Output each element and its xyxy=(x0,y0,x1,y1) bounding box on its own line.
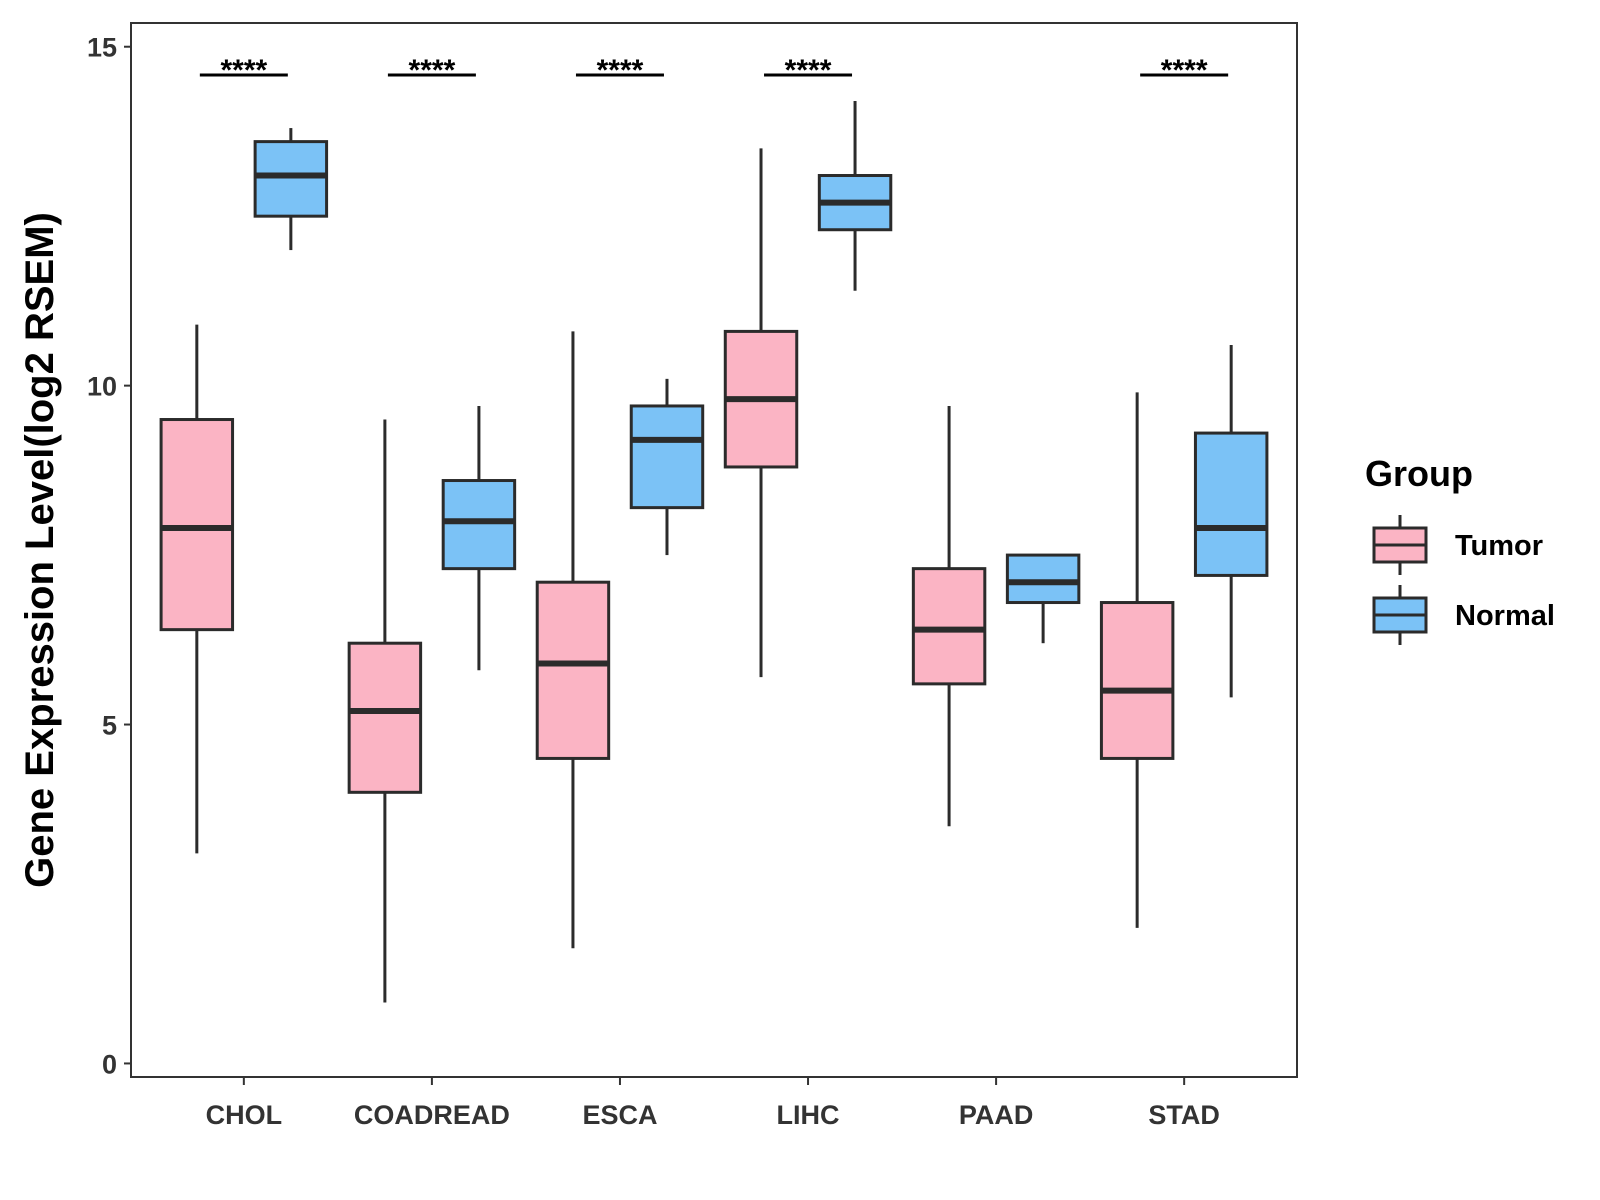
box-normal-esca xyxy=(629,378,705,556)
sig-stad: **** xyxy=(1140,54,1229,87)
legend-label: Normal xyxy=(1455,600,1555,632)
legend-title: Group xyxy=(1365,453,1473,494)
box-tumor-esca xyxy=(535,331,611,949)
sig-label: **** xyxy=(409,54,456,87)
box-body xyxy=(347,641,423,794)
box-normal-stad xyxy=(1193,344,1269,698)
box-tumor-lihc xyxy=(723,148,799,678)
x-tick-label: PAAD xyxy=(959,1100,1034,1130)
box-tumor-chol xyxy=(159,324,235,854)
box-body xyxy=(911,567,987,686)
box-tumor-paad xyxy=(911,405,987,827)
legend-item-tumor: Tumor xyxy=(1372,515,1543,575)
y-tick-label: 5 xyxy=(102,711,117,741)
box-group xyxy=(159,100,1269,1003)
x-tick-label: COADREAD xyxy=(354,1100,510,1130)
box-normal-coadread xyxy=(441,405,517,671)
y-axis: 0 5 10 15 xyxy=(87,33,131,1079)
x-tick-label: ESCA xyxy=(582,1100,657,1130)
box-body xyxy=(159,418,235,632)
box-body xyxy=(535,580,611,760)
box-body xyxy=(1005,553,1081,605)
sig-lihc: **** xyxy=(764,54,853,87)
y-tick-label: 10 xyxy=(87,372,117,402)
box-body xyxy=(1193,431,1269,577)
y-tick-label: 15 xyxy=(87,33,117,63)
box-body xyxy=(1099,601,1175,760)
box-normal-chol xyxy=(253,128,329,251)
sig-label: **** xyxy=(220,54,267,87)
legend-label: Tumor xyxy=(1455,530,1543,562)
box-body xyxy=(253,140,329,218)
sig-chol: **** xyxy=(199,54,288,87)
y-axis-title: Gene Expression Level(log2 RSEM) xyxy=(18,212,62,888)
x-axis: CHOL COADREAD ESCA LIHC PAAD STAD xyxy=(206,1077,1220,1130)
sig-label: **** xyxy=(785,54,832,87)
legend-item-normal: Normal xyxy=(1372,585,1555,645)
box-tumor-coadread xyxy=(347,419,423,1003)
x-tick-label: LIHC xyxy=(777,1100,840,1130)
box-body xyxy=(629,404,705,510)
box-tumor-stad xyxy=(1099,392,1175,928)
box-body xyxy=(441,479,517,571)
x-tick-label: STAD xyxy=(1148,1100,1220,1130)
legend: Group Tumor Normal xyxy=(1365,453,1555,645)
significance-annotations: **** **** **** **** **** xyxy=(199,54,1229,87)
y-tick-label: 0 xyxy=(102,1049,117,1079)
sig-coadread: **** xyxy=(387,54,476,87)
sig-label: **** xyxy=(597,54,644,87)
x-tick-label: CHOL xyxy=(206,1100,283,1130)
box-normal-paad xyxy=(1005,553,1081,644)
box-normal-lihc xyxy=(817,100,893,291)
sig-esca: **** xyxy=(575,54,664,87)
sig-label: **** xyxy=(1161,54,1208,87)
